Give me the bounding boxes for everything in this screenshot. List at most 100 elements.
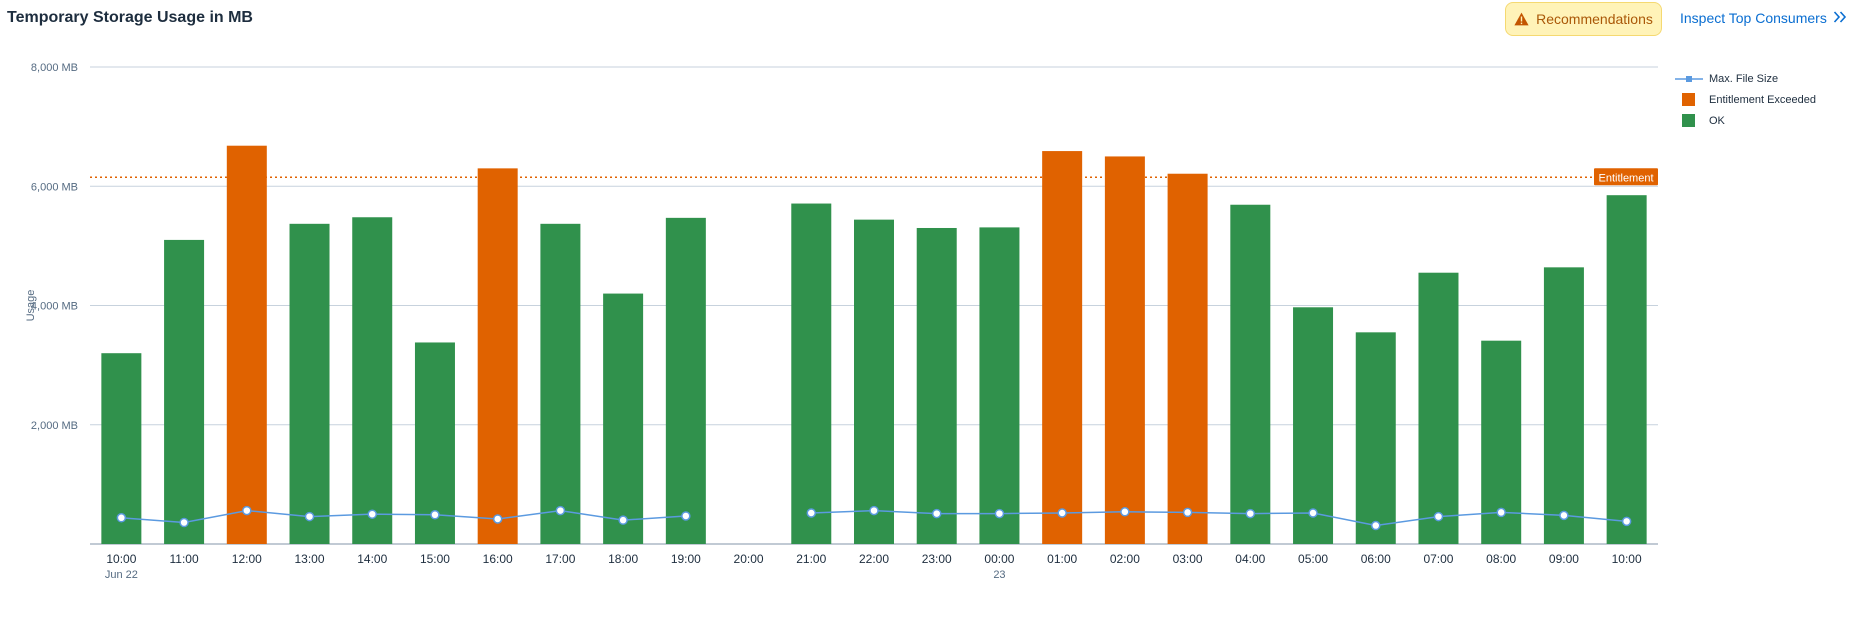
chart-legend: Max. File Size Entitlement Exceeded OK: [1675, 68, 1816, 131]
x-tick-label: 13:00: [295, 552, 325, 566]
bar[interactable]: [603, 293, 644, 544]
warning-icon: [1514, 12, 1529, 26]
bar[interactable]: [477, 168, 518, 545]
x-tick-label: 00:00: [984, 552, 1014, 566]
x-tick-sublabel: 23: [993, 569, 1005, 581]
max-file-size-point[interactable]: [1371, 520, 1381, 531]
x-tick-label: 22:00: [859, 552, 889, 566]
max-file-size-point[interactable]: [1433, 511, 1444, 522]
max-file-size-point[interactable]: [1559, 510, 1569, 521]
max-file-size-point[interactable]: [1182, 507, 1193, 518]
max-file-size-point[interactable]: [1496, 507, 1506, 518]
bar[interactable]: [540, 223, 581, 544]
recommendations-label: Recommendations: [1536, 11, 1653, 27]
double-chevron-right-icon: [1833, 10, 1847, 26]
entitlement-line: Entitlement: [90, 168, 1658, 186]
y-axis-label: Usage: [25, 290, 37, 322]
bar[interactable]: [1418, 272, 1459, 544]
legend-item-ok[interactable]: OK: [1675, 110, 1816, 131]
max-file-size-line: [121, 509, 686, 524]
x-tick-label: 19:00: [671, 552, 701, 566]
axes: 2,000 MB 4,000 MB 6,000 MB 8,000 MB Usage 10:…: [25, 62, 1642, 581]
x-tick-label: 10:00: [1612, 552, 1642, 566]
entitlement-badge-label: Entitlement: [1598, 172, 1653, 184]
inspect-top-consumers-link[interactable]: Inspect Top Consumers: [1680, 10, 1847, 26]
legend-item-entitlement-exceeded[interactable]: Entitlement Exceeded: [1675, 89, 1816, 110]
recommendations-button[interactable]: Recommendations: [1505, 2, 1662, 36]
max-file-size-point[interactable]: [492, 514, 503, 524]
x-tick-label: 09:00: [1549, 552, 1579, 566]
max-file-size-point[interactable]: [116, 513, 127, 523]
bar[interactable]: [791, 203, 832, 544]
y-tick-label: 2,000 MB: [31, 420, 78, 432]
max-file-size-point[interactable]: [806, 508, 817, 518]
x-tick-label: 03:00: [1173, 552, 1203, 566]
bar[interactable]: [164, 239, 205, 544]
bar[interactable]: [1167, 173, 1208, 544]
legend-item-max-file-size[interactable]: Max. File Size: [1675, 68, 1816, 89]
max-file-size-series: [116, 505, 1632, 531]
bar[interactable]: [1230, 204, 1271, 544]
max-file-size-point[interactable]: [1245, 508, 1256, 519]
bar[interactable]: [1543, 267, 1584, 544]
max-file-size-point[interactable]: [555, 505, 566, 516]
legend-label-max-file-size: Max. File Size: [1709, 72, 1779, 85]
y-tick-label: 8,000 MB: [31, 62, 78, 74]
bar[interactable]: [665, 217, 706, 544]
bar[interactable]: [979, 227, 1020, 545]
x-tick-label: 15:00: [420, 552, 450, 566]
legend-swatch-marker: [1675, 93, 1709, 106]
max-file-size-point[interactable]: [1621, 516, 1632, 527]
bar[interactable]: [1355, 332, 1396, 544]
x-tick-label: 11:00: [170, 552, 199, 566]
x-tick-label: 16:00: [483, 552, 513, 566]
x-tick-label: 14:00: [357, 552, 387, 566]
x-tick-label: 18:00: [608, 552, 638, 566]
max-file-size-point[interactable]: [1308, 508, 1318, 518]
legend-label-entitlement-exceeded: Entitlement Exceeded: [1709, 93, 1817, 106]
max-file-size-point[interactable]: [304, 511, 315, 522]
max-file-size-point[interactable]: [618, 515, 628, 525]
inspect-top-consumers-label: Inspect Top Consumers: [1680, 10, 1827, 26]
legend-swatch-marker: [1675, 114, 1709, 127]
max-file-size-point[interactable]: [1057, 508, 1067, 518]
bar[interactable]: [226, 145, 267, 544]
x-tick-label: 12:00: [232, 552, 262, 566]
chart-title: Temporary Storage Usage in MB: [7, 9, 253, 26]
x-tick-label: 08:00: [1486, 552, 1516, 566]
bar[interactable]: [1104, 156, 1145, 544]
bar[interactable]: [1293, 307, 1334, 544]
max-file-size-point[interactable]: [179, 517, 189, 528]
bar[interactable]: [101, 353, 142, 544]
x-tick-sublabel: Jun 22: [105, 569, 138, 581]
bar-series: [101, 145, 1647, 545]
max-file-size-point[interactable]: [869, 505, 879, 516]
bar[interactable]: [352, 217, 393, 544]
x-tick-label: 05:00: [1298, 552, 1328, 566]
x-tick-label: 10:00: [106, 552, 136, 566]
legend-line-marker: [1675, 74, 1709, 84]
bar[interactable]: [1606, 195, 1647, 544]
y-tick-label: 4,000 MB: [31, 301, 78, 313]
x-tick-label: 17:00: [545, 552, 575, 566]
bar[interactable]: [1042, 151, 1083, 545]
x-tick-label: 01:00: [1047, 552, 1077, 566]
entitlement-badge: [1594, 168, 1658, 186]
x-tick-label: 02:00: [1110, 552, 1140, 566]
max-file-size-point[interactable]: [1120, 507, 1130, 517]
x-tick-label: 06:00: [1361, 552, 1391, 566]
bar[interactable]: [854, 219, 894, 544]
max-file-size-point[interactable]: [242, 505, 252, 516]
legend-label-ok: OK: [1709, 114, 1725, 127]
bar[interactable]: [289, 223, 330, 544]
max-file-size-point[interactable]: [367, 509, 377, 519]
max-file-size-point[interactable]: [430, 510, 440, 520]
max-file-size-point[interactable]: [931, 508, 942, 519]
bar[interactable]: [916, 227, 957, 545]
max-file-size-point[interactable]: [994, 508, 1005, 519]
x-tick-label: 04:00: [1235, 552, 1265, 566]
x-tick-label: 21:00: [796, 552, 826, 566]
x-tick-label: 23:00: [922, 552, 952, 566]
max-file-size-point[interactable]: [681, 511, 691, 521]
